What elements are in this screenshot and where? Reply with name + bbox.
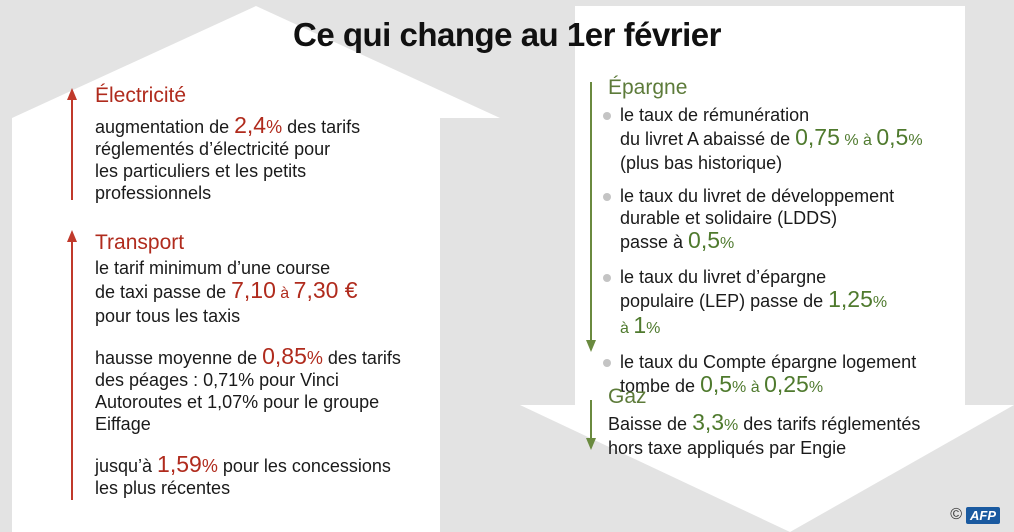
livret-a-unit-to: % — [908, 132, 923, 149]
peages-line-4: Eiffage — [95, 414, 151, 434]
concessions-line-2: les plus récentes — [95, 478, 231, 498]
epargne-livret-a: le taux de rémunération du livret A abai… — [603, 104, 958, 174]
livret-a-line-1: le taux de rémunération — [620, 105, 810, 125]
gaz-value: 3,3 — [692, 409, 725, 435]
text-span: Baisse de — [608, 414, 693, 434]
epargne-cel: le taux du Compte épargne logement tombe… — [603, 351, 958, 399]
lep-line-2: populaire (LEP) passe de 1,25% — [620, 288, 958, 314]
electricite-line-4: professionnels — [95, 183, 212, 203]
ldds-unit: % — [720, 235, 735, 252]
afp-credit: © AFP — [950, 506, 1000, 524]
cel-line-2: tombe de 0,5% à 0,25% — [620, 373, 958, 399]
taxi-a: à — [275, 285, 294, 302]
text-span: jusqu’à — [95, 456, 158, 476]
lep-unit-to: % — [646, 320, 661, 337]
electricite-line-1: augmentation de 2,4% des tarifs — [95, 114, 425, 138]
cel-unit-to: % — [808, 379, 824, 396]
concessions-line-1: jusqu’à 1,59% pour les concessions — [95, 453, 430, 477]
livret-a-line-2: du livret A abaissé de 0,75 % à 0,5% — [620, 126, 958, 152]
bullet-dot — [603, 274, 611, 282]
cel-unit-from: % — [732, 379, 747, 396]
taxi-line-3: pour tous les taxis — [95, 306, 241, 326]
transport-taxi: le tarif minimum d’une course de taxi pa… — [95, 257, 430, 327]
concessions-value: 1,59 — [157, 451, 202, 477]
livret-a-value-from: 0,75 — [795, 124, 840, 150]
bullet-dot — [603, 112, 611, 120]
gaz-unit: % — [724, 417, 739, 434]
gaz-heading: Gaz — [608, 385, 647, 408]
text-span: des tarifs — [282, 117, 361, 137]
up-arrow-shape — [12, 6, 500, 532]
electricite-line-2: réglementés d’électricité pour — [95, 139, 331, 159]
taxi-line-1: le tarif minimum d’une course — [95, 258, 331, 278]
taxi-line-2: de taxi passe de 7,10 à 7,30 € — [95, 279, 430, 305]
lep-value-from: 1,25 — [828, 286, 873, 312]
text-span: populaire (LEP) passe de — [620, 291, 829, 311]
lep-value-to: 1 — [633, 312, 647, 338]
increase-indicator-arrows — [67, 88, 77, 500]
text-span: augmentation de — [95, 117, 235, 137]
cel-a: à — [746, 379, 765, 396]
lep-a: à — [620, 320, 634, 337]
lep-line-3: à 1% — [620, 314, 958, 340]
livret-a-unit-from: % — [839, 132, 859, 149]
electricite-unit: % — [266, 117, 283, 137]
lep-unit-from: % — [872, 294, 888, 311]
peages-value: 0,85 — [262, 343, 307, 369]
text-span: pour les concessions — [217, 456, 391, 476]
electricite-text: augmentation de 2,4% des tarifs réglemen… — [95, 114, 425, 204]
decrease-indicator-arrows — [586, 82, 596, 450]
gaz-line-1: Baisse de 3,3% des tarifs réglementés — [608, 411, 968, 437]
lep-line-1: le taux du livret d’épargne — [620, 267, 827, 287]
text-span: des tarifs réglementés — [738, 414, 921, 434]
epargne-heading: Épargne — [608, 76, 688, 99]
livret-a-a: à — [858, 132, 877, 149]
cel-line-1: le taux du Compte épargne logement — [620, 352, 917, 372]
epargne-ldds: le taux du livret de développement durab… — [603, 185, 958, 255]
page-title: Ce qui change au 1er février — [292, 16, 722, 53]
peages-line-1: hausse moyenne de 0,85% des tarifs — [95, 345, 430, 369]
livret-a-line-3: (plus bas historique) — [620, 153, 783, 173]
taxi-value-to: 7,30 € — [293, 277, 358, 303]
bullet-dot — [603, 359, 611, 367]
ldds-line-2: durable et solidaire (LDDS) — [620, 208, 838, 228]
epargne-lep: le taux du livret d’épargne populaire (L… — [603, 266, 958, 340]
ldds-value: 0,5 — [688, 227, 721, 253]
text-span: du livret A abaissé de — [620, 129, 796, 149]
ldds-line-3: passe à 0,5% — [620, 229, 958, 255]
electricite-line-3: les particuliers et les petits — [95, 161, 307, 181]
afp-logo: AFP — [966, 506, 1000, 524]
down-arrow-shape — [520, 6, 1014, 532]
section-transport: Transport le tarif minimum d’une course … — [95, 231, 430, 499]
concessions-unit: % — [201, 456, 218, 476]
section-gaz: Gaz Baisse de 3,3% des tarifs réglementé… — [608, 385, 968, 459]
peages-unit: % — [306, 348, 323, 368]
section-electricite: Électricité augmentation de 2,4% des tar… — [95, 84, 425, 204]
electricite-heading: Électricité — [95, 84, 187, 107]
electricite-value: 2,4 — [234, 112, 267, 138]
text-span: des tarifs — [322, 348, 401, 368]
livret-a-value-to: 0,5 — [876, 124, 909, 150]
transport-heading: Transport — [95, 231, 185, 254]
peages-line-3: Autoroutes et 1,07% pour le groupe — [95, 392, 380, 412]
text-span: passe à — [620, 232, 689, 252]
taxi-value-from: 7,10 — [231, 277, 276, 303]
bullet-dot — [603, 193, 611, 201]
text-span: tombe de — [620, 376, 701, 396]
gaz-line-2: hors taxe appliqués par Engie — [608, 438, 847, 458]
section-epargne: Épargne le taux de rémunération du livre… — [603, 76, 958, 399]
transport-peages: hausse moyenne de 0,85% des tarifs des p… — [95, 345, 430, 435]
gaz-text: Baisse de 3,3% des tarifs réglementés ho… — [608, 411, 968, 459]
cel-value-to: 0,25 — [764, 371, 809, 397]
transport-concessions: jusqu’à 1,59% pour les concessions les p… — [95, 453, 430, 499]
peages-line-2: des péages : 0,71% pour Vinci — [95, 370, 339, 390]
cel-value-from: 0,5 — [700, 371, 733, 397]
ldds-line-1: le taux du livret de développement — [620, 186, 895, 206]
copyright-symbol: © — [950, 506, 962, 523]
text-span: hausse moyenne de — [95, 348, 263, 368]
text-span: de taxi passe de — [95, 282, 232, 302]
